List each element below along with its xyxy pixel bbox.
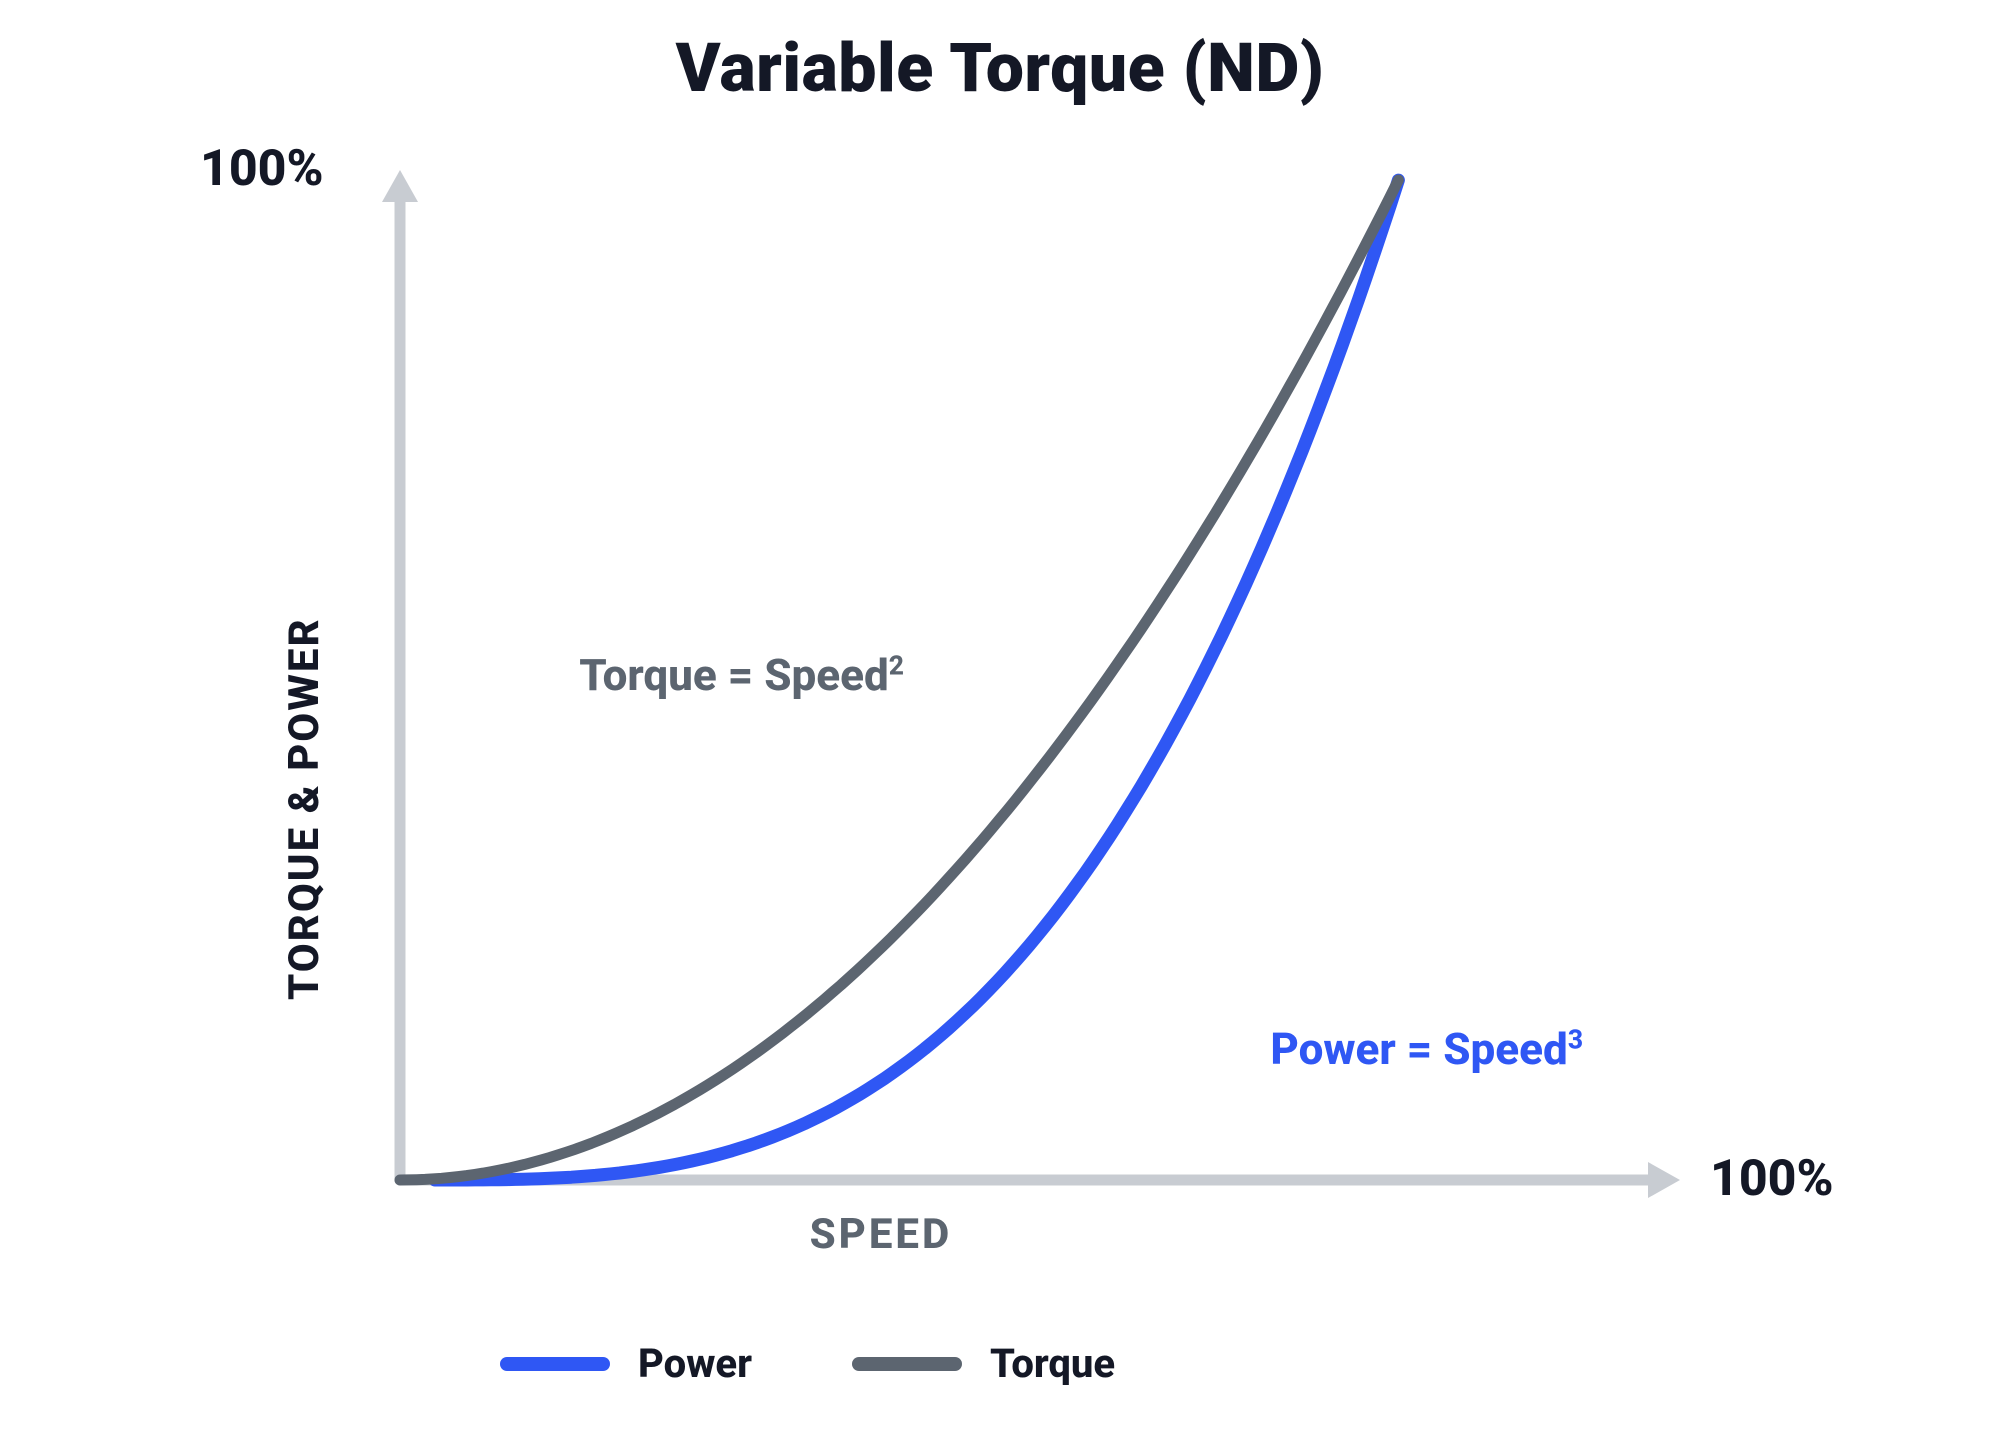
legend-item-torque: Torque [852, 1340, 1115, 1387]
y-axis-label: TORQUE & POWER [280, 617, 329, 1000]
legend-label: Power [638, 1340, 752, 1387]
y-max-tick: 100% [200, 140, 324, 198]
x-axis-label: SPEED [810, 1210, 953, 1259]
equation-text: Torque = Speed [579, 649, 889, 701]
legend: Power Torque [500, 1340, 1115, 1387]
equation-exponent: 3 [1568, 1025, 1583, 1055]
torque-equation-annotation: Torque = Speed2 [579, 649, 904, 701]
legend-swatch [852, 1357, 962, 1371]
power-equation-annotation: Power = Speed3 [1270, 1023, 1583, 1075]
equation-exponent: 2 [889, 651, 904, 681]
legend-label: Torque [990, 1340, 1115, 1387]
equation-text: Power = Speed [1270, 1023, 1567, 1075]
legend-swatch [500, 1357, 610, 1371]
x-max-tick: 100% [1710, 1150, 1834, 1208]
legend-item-power: Power [500, 1340, 752, 1387]
y-axis [382, 170, 418, 1180]
